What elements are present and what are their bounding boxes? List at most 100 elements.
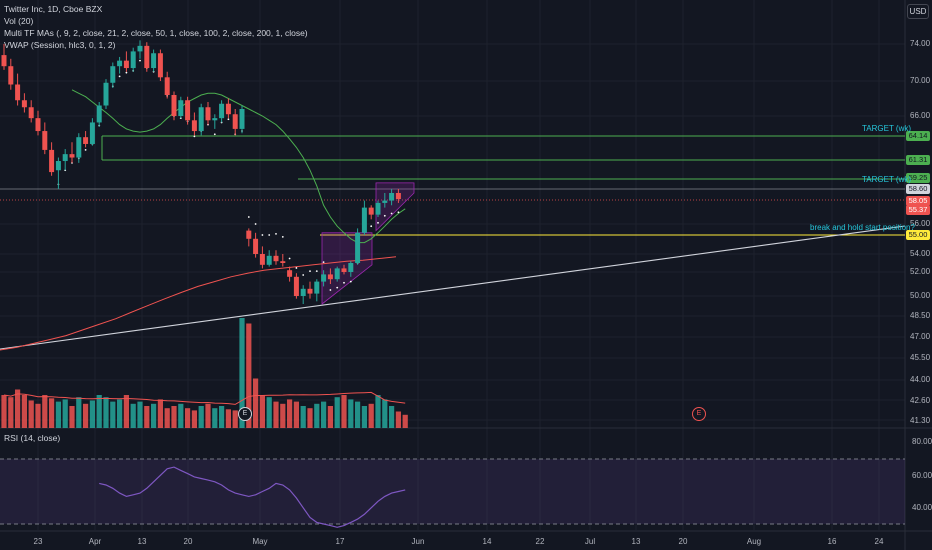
candle-body [212,118,218,121]
wedge-pattern [321,182,415,305]
candle-body [280,261,286,263]
price-axis-label: 74.00 [910,39,931,48]
candle-body [355,232,361,263]
vwap-dot [261,234,264,236]
candle-body [348,263,354,272]
date-axis-label: Jul [584,537,596,546]
volume-bar [395,411,401,428]
volume-bar [144,406,150,428]
symbol-title[interactable]: Twitter Inc, 1D, Cboe BZX [4,4,103,14]
price-axis-label: 42.60 [910,396,931,405]
candle-body [144,45,150,69]
volume-bar [1,395,7,428]
vwap-dot [343,281,345,284]
volume-bar [151,403,157,428]
candle-body [123,60,129,69]
price-axis-label: 41.30 [910,416,931,425]
vwap-dot [125,71,128,74]
candle-body [395,193,401,199]
candle-body [117,60,123,67]
volume-bar [76,397,82,428]
target-annotation[interactable]: TARGET (wk) [862,175,912,184]
candle-body [314,281,320,294]
price-tag-level: 58.60 [906,184,930,194]
vwap-dot [84,149,87,151]
vol-indicator-label[interactable]: Vol (20) [4,16,34,26]
vwap-dot [302,274,305,276]
vwap-indicator-label[interactable]: VWAP (Session, hlc3, 0, 1, 2) [4,40,116,50]
price-tag-breakout: 55.00 [906,230,930,240]
vwap-dot [193,135,196,138]
vwap-dot [247,216,250,218]
volume-bar [307,408,313,428]
vwap-dot [281,236,284,238]
candle-body [307,288,313,294]
price-tag-last: 58.05 [906,196,930,206]
candles [1,40,401,304]
candle-body [375,202,381,215]
vwap-dot [315,270,318,272]
volume-bar [327,406,333,428]
volume-bar [273,401,279,428]
date-axis-label: 20 [183,537,193,546]
vwap-dot [329,289,332,291]
currency-button[interactable]: USD [907,4,929,19]
volume-bar [382,399,388,428]
candle-body [164,77,170,95]
date-axis-label: 22 [535,537,545,546]
candle-body [55,161,61,171]
volume-bar [361,406,367,428]
vwap-dot [254,223,257,225]
date-axis-label: 13 [137,537,147,546]
volume-bar [21,395,27,428]
earnings-marker[interactable]: E [238,407,252,421]
mtf-ma-indicator-label[interactable]: Multi TF MAs (, 9, 2, close, 21, 2, clos… [4,28,308,38]
volume-bar [348,399,354,428]
breakout-annotation[interactable]: break and hold start position? [810,223,915,232]
candle-body [225,103,231,115]
volume-bar [239,318,245,428]
date-axis-label: 14 [482,537,492,546]
date-axis-label: 24 [874,537,884,546]
candle-body [130,51,136,69]
rsi-line [99,466,406,528]
earnings-marker-upcoming[interactable]: E [692,407,706,421]
volume-bar [375,395,381,428]
rsi-indicator-label[interactable]: RSI (14, close) [4,433,61,443]
candle-body [21,100,27,108]
price-tag-level: 59.25 [906,173,930,183]
candle-body [76,137,82,158]
volume-bar [368,403,374,428]
volume-bar [321,401,327,428]
volume-bar [287,399,293,428]
candle-body [103,82,109,106]
target-annotation[interactable]: TARGET (wk) [862,124,912,133]
volume-bar [334,397,340,428]
volume-bar [157,399,163,428]
date-axis-label: Jun [411,537,425,546]
volume-bar [198,406,204,428]
volume-bar [89,400,95,428]
candle-body [321,274,327,282]
volume-bar [259,395,265,428]
candle-body [300,288,306,296]
price-axis-label: 70.00 [910,76,931,85]
volume-bar [35,403,41,428]
price-axis-label: 56.00 [910,219,931,228]
candle-body [96,105,102,123]
candle-body [239,109,245,129]
trend-line [0,225,906,350]
date-axis-label: 13 [631,537,641,546]
candle-body [157,53,163,78]
vwap-dot [390,212,393,215]
price-axis-label: 48.50 [910,311,931,320]
candle-body [368,207,374,215]
volume-bar [219,406,225,428]
vwap-dot [383,214,386,217]
candle-body [28,107,34,119]
volume-bar [164,408,170,428]
candle-body [49,149,55,173]
candle-body [8,66,14,85]
candle-body [171,95,177,116]
